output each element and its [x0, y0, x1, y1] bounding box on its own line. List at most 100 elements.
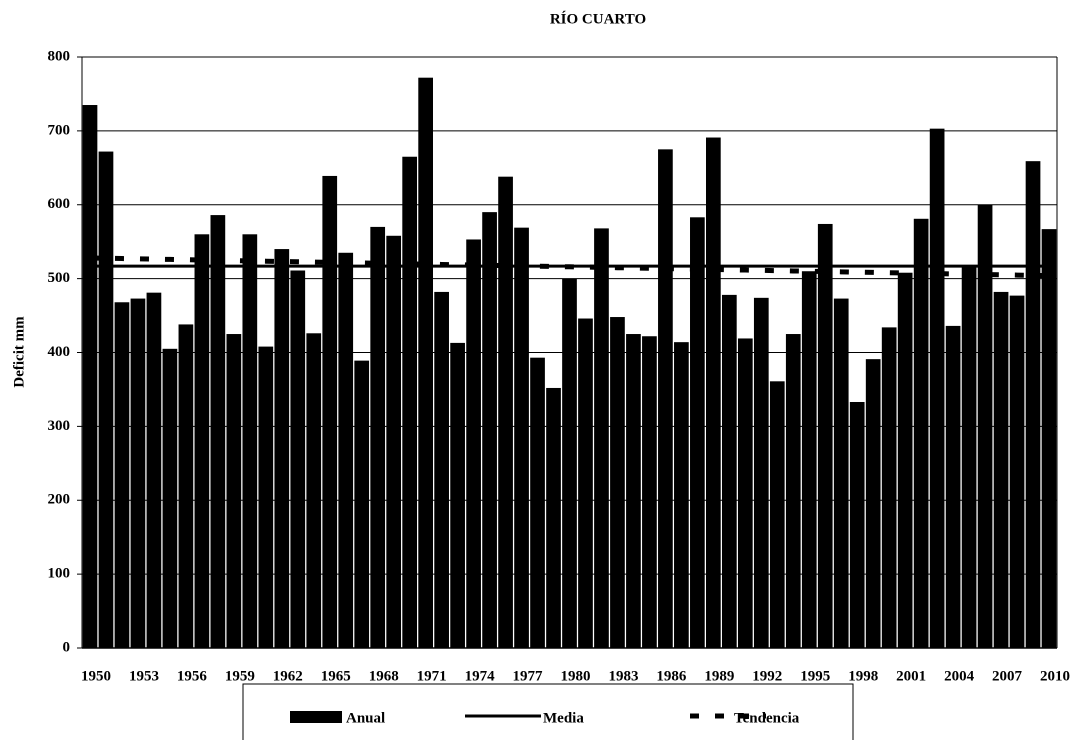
bar	[242, 234, 258, 649]
x-tick-label: 2004	[944, 668, 975, 684]
bar	[769, 381, 785, 648]
bar	[961, 266, 977, 648]
bar	[610, 317, 625, 648]
bar	[306, 333, 322, 648]
bar	[210, 215, 226, 648]
bar	[1025, 161, 1041, 648]
y-tick-label: 800	[48, 48, 71, 64]
bar	[753, 297, 769, 648]
bar	[338, 252, 354, 649]
y-tick-label: 0	[63, 639, 71, 655]
bar	[274, 249, 290, 648]
bar	[466, 239, 481, 648]
bar	[594, 228, 609, 648]
x-tick-label: 1950	[81, 668, 111, 684]
y-tick-label: 100	[48, 566, 71, 582]
y-tick-label: 600	[48, 196, 71, 212]
x-tick-label: 1989	[704, 668, 734, 684]
x-tick-label: 1977	[513, 668, 544, 684]
bar	[721, 294, 737, 648]
bar	[706, 137, 721, 648]
legend-swatch	[290, 711, 342, 723]
bar	[849, 401, 865, 648]
trend-line	[89, 255, 1050, 279]
x-tick-label: 1983	[608, 668, 638, 684]
bar	[578, 318, 593, 648]
bar	[897, 272, 913, 648]
bar	[354, 360, 370, 648]
bar	[98, 151, 114, 648]
bar	[146, 292, 162, 648]
bar	[290, 270, 306, 648]
x-tick-label: 2010	[1040, 668, 1070, 684]
bar	[514, 227, 529, 648]
bar	[737, 338, 753, 648]
legend-label: Tendencia	[734, 710, 800, 726]
bar	[674, 342, 689, 648]
bar	[162, 348, 178, 648]
x-tick-label: 1956	[177, 668, 208, 684]
x-tick-label: 1959	[225, 668, 255, 684]
bar	[386, 235, 402, 648]
bar	[993, 291, 1009, 648]
x-tick-label: 1986	[656, 668, 687, 684]
x-tick-label: 1968	[369, 668, 399, 684]
bar	[498, 176, 513, 649]
legend-label: Anual	[346, 710, 385, 726]
x-tick-label: 1974	[465, 668, 496, 684]
x-tick-label: 1980	[561, 668, 591, 684]
bar	[82, 105, 98, 649]
bar	[370, 226, 386, 648]
x-tick-label: 1992	[752, 668, 782, 684]
y-axis-label: Deficit mm	[11, 316, 27, 388]
bar	[642, 336, 657, 648]
bar	[1009, 295, 1025, 648]
bar	[226, 334, 242, 648]
x-tick-label: 1965	[321, 668, 351, 684]
x-tick-label: 2001	[896, 668, 926, 684]
x-tick-label: 1962	[273, 668, 303, 684]
legend-box	[242, 683, 854, 740]
bar	[130, 298, 146, 648]
y-tick-label: 500	[48, 270, 71, 286]
y-tick-label: 200	[48, 492, 71, 508]
bar	[945, 325, 961, 648]
bar	[194, 234, 210, 649]
legend-label: Media	[543, 710, 584, 726]
bar	[913, 218, 929, 648]
bar	[418, 77, 433, 648]
x-tick-label: 2007	[992, 668, 1023, 684]
bar	[482, 212, 497, 648]
bar	[450, 342, 465, 648]
y-tick-label: 300	[48, 418, 71, 434]
x-tick-label: 1971	[417, 668, 447, 684]
bar	[690, 217, 705, 648]
bar	[817, 223, 833, 648]
bar	[626, 334, 641, 648]
y-tick-label: 400	[48, 344, 71, 360]
bar	[929, 128, 945, 648]
bar	[801, 271, 817, 648]
bar	[833, 298, 849, 648]
x-tick-label: 1995	[800, 668, 830, 684]
bar	[258, 346, 274, 648]
bar	[658, 149, 673, 648]
bar	[881, 327, 897, 648]
bar	[546, 387, 561, 648]
y-tick-label: 700	[48, 122, 71, 138]
bar	[322, 175, 338, 648]
x-tick-label: 1998	[848, 668, 878, 684]
bar	[562, 278, 577, 648]
bar	[434, 291, 449, 648]
bar	[977, 204, 993, 648]
bar	[530, 357, 545, 648]
bar	[402, 156, 418, 648]
bar	[865, 359, 881, 648]
bar	[785, 334, 801, 648]
bar	[1041, 229, 1057, 648]
bar	[178, 324, 194, 648]
bar	[114, 302, 130, 648]
x-tick-label: 1953	[129, 668, 159, 684]
chart-title: RÍO CUARTO	[550, 10, 646, 27]
